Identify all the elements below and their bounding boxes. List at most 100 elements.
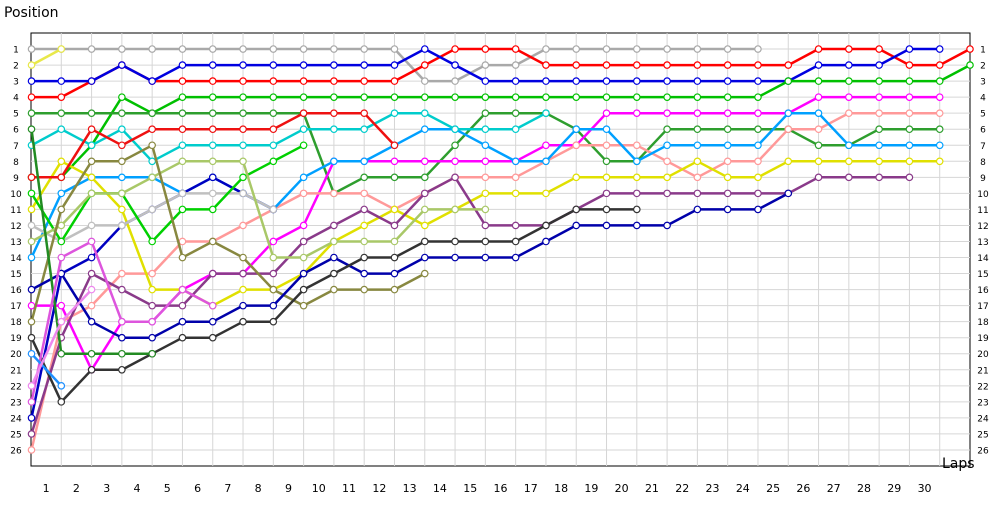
- series-point: [269, 205, 278, 214]
- y-axis-title: Position: [4, 5, 59, 21]
- series-point: [420, 93, 429, 101]
- series-point: [330, 221, 338, 230]
- series-point: [178, 253, 187, 262]
- series-point: [269, 141, 278, 150]
- series-point: [239, 173, 247, 182]
- series-point: [905, 93, 914, 101]
- series-point: [118, 221, 126, 230]
- series-point: [481, 173, 490, 182]
- series-point: [178, 205, 187, 214]
- x-tick-label: 13: [403, 482, 417, 495]
- x-tick-label: 12: [372, 482, 386, 495]
- series-point: [178, 93, 187, 101]
- series-point: [481, 157, 490, 166]
- series-point: [451, 141, 459, 150]
- series-point: [754, 141, 762, 150]
- series-point: [299, 253, 308, 262]
- series-point: [208, 189, 217, 198]
- y-tick-label-right: 15: [977, 270, 988, 280]
- series-point: [57, 157, 66, 166]
- series-point: [178, 157, 187, 166]
- series-point: [118, 173, 126, 182]
- series-point: [57, 382, 66, 390]
- series-point: [905, 61, 914, 69]
- series-point: [57, 253, 66, 262]
- series-point: [27, 205, 36, 214]
- x-tick-label: 1: [43, 482, 50, 495]
- series-point: [390, 93, 399, 101]
- series-point: [481, 253, 490, 262]
- series-point: [178, 77, 187, 85]
- y-tick-label-right: 26: [977, 446, 989, 456]
- x-tick-label: 19: [584, 482, 598, 495]
- series-point: [572, 93, 581, 101]
- series-point: [845, 141, 853, 150]
- series-point: [299, 301, 308, 310]
- series-point: [360, 189, 368, 198]
- series-point: [178, 237, 187, 246]
- y-tick-label-right: 24: [977, 414, 989, 424]
- series-point: [602, 45, 611, 53]
- series-point: [905, 109, 914, 117]
- y-tick-label-right: 14: [977, 254, 989, 264]
- series-point: [935, 157, 944, 166]
- series-point: [602, 173, 611, 182]
- series-point: [542, 61, 550, 69]
- series-point: [360, 221, 368, 230]
- series-point: [27, 285, 36, 294]
- series-point: [330, 285, 338, 294]
- series-point: [208, 333, 217, 342]
- x-tick-label: 14: [433, 482, 447, 495]
- series-point: [754, 109, 762, 117]
- series-point: [875, 109, 883, 117]
- series-point: [208, 205, 217, 214]
- x-axis-title: Laps: [942, 456, 975, 472]
- series-point: [784, 77, 793, 85]
- series-point: [57, 301, 66, 310]
- series-point: [360, 45, 368, 53]
- series-point: [481, 205, 490, 214]
- series-point: [269, 125, 278, 134]
- series-point: [935, 109, 944, 117]
- series-point: [299, 125, 308, 134]
- series-point: [633, 93, 641, 101]
- y-tick-label-right: 22: [977, 382, 988, 392]
- series-point: [360, 61, 368, 69]
- series-point: [148, 45, 156, 53]
- series-point: [451, 237, 459, 246]
- series-point: [299, 237, 308, 246]
- series-point: [148, 285, 156, 294]
- x-tick-label: 21: [645, 482, 659, 495]
- series-point: [390, 173, 399, 182]
- y-tick-label-left: 25: [10, 430, 21, 440]
- series-point: [330, 253, 338, 262]
- series-point: [57, 77, 66, 85]
- series-point: [905, 141, 914, 150]
- series-point: [118, 349, 126, 358]
- series-point: [299, 285, 308, 294]
- series-point: [572, 221, 581, 230]
- series-point: [511, 77, 520, 85]
- series-point: [87, 253, 96, 262]
- series-point: [875, 141, 883, 150]
- series-point: [360, 157, 368, 166]
- series-point: [511, 157, 520, 166]
- series-point: [178, 189, 187, 198]
- series-point: [723, 45, 732, 53]
- series-point: [451, 125, 459, 134]
- series-point: [269, 61, 278, 69]
- series-point: [905, 125, 914, 134]
- x-tick-label: 15: [463, 482, 477, 495]
- series-point: [269, 45, 278, 53]
- series-point: [118, 189, 126, 198]
- series-point: [87, 173, 96, 182]
- series-point: [57, 109, 66, 117]
- series-point: [784, 157, 793, 166]
- series-point: [572, 45, 581, 53]
- series-point: [299, 93, 308, 101]
- series-point: [118, 141, 126, 150]
- series-point: [27, 125, 36, 134]
- series-point: [360, 205, 368, 214]
